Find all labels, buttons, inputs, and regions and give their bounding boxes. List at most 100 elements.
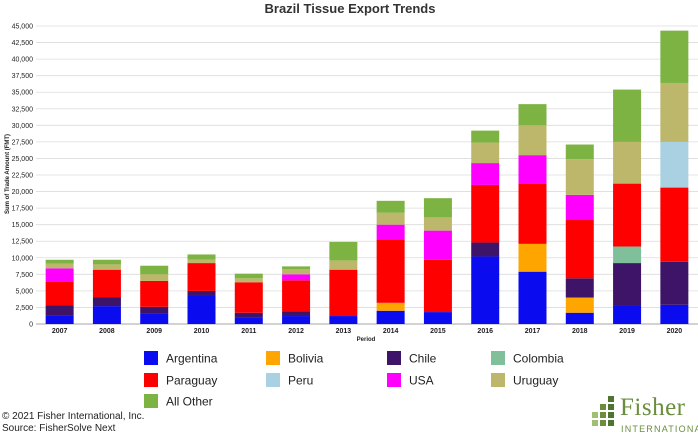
x-tick-label: 2012 [288,328,304,335]
bar-segment-argentina [282,316,311,324]
y-tick-label: 30,000 [12,123,34,130]
bar-segment-argentina [140,313,169,324]
legend-label: Bolivia [288,352,324,366]
bar-segment-all-other [140,265,169,275]
legend: Argentina Bolivia Chile Colombia Paraguay Per… [144,351,564,409]
y-tick-label: 35,000 [12,90,34,97]
legend-swatch [144,394,158,408]
bar-segment-all-other [471,130,500,143]
bar-segment-paraguay [518,183,547,244]
bar-segment-all-other [423,198,452,218]
logo-mark-icon [592,396,614,426]
bar-segment-paraguay [282,280,311,312]
bar-segment-argentina [471,256,500,324]
bar-segment-all-other [187,254,216,260]
bar-segment-chile [187,290,216,296]
bar-segment-paraguay [565,220,594,279]
bar-segment-all-other [92,259,121,265]
legend-label: Peru [288,374,313,388]
x-ticks: 2007 2008 2009 2010 2011 2012 2013 2014 2015 2016… [52,328,682,335]
bar-segment-chile [565,278,594,298]
bar-segment-all-other [518,104,547,126]
bar-segment-argentina [329,316,358,324]
x-tick-label: 2018 [572,328,588,335]
bar-segment-paraguay [423,259,452,313]
y-tick-label: 45,000 [12,24,34,31]
bar-segment-uruguay [282,269,311,275]
x-tick-label: 2014 [383,328,399,335]
y-tick-label: 0 [29,322,33,329]
bar-segment-all-other [376,200,405,213]
bar-segment-usa [518,155,547,184]
bar-segment-chile [234,312,263,318]
bar-segment-argentina [187,295,216,324]
bar-segment-peru [660,141,689,188]
y-tick-label: 7,500 [15,272,33,279]
legend-label: All Other [166,395,213,409]
bar-segment-uruguay [471,142,500,164]
bar-segment-all-other [329,241,358,261]
bar-segment-chile [45,305,74,316]
bar-segment-all-other [613,89,642,142]
legend-swatch [491,351,505,365]
legend-swatch [491,373,505,387]
x-tick-label: 2019 [619,328,635,335]
bar-segment-paraguay [471,184,500,243]
bar-segment-uruguay [187,259,216,264]
legend-label: Paraguay [166,374,217,388]
bars [45,30,689,324]
bar-segment-argentina [92,306,121,324]
logo-subtitle: INTERNATIONAL [621,424,698,434]
y-tick-label: 5,000 [15,288,33,295]
y-tick-label: 15,000 [12,222,34,229]
bar-segment-uruguay [376,212,405,225]
bar-segment-bolivia [565,297,594,313]
y-tick-label: 20,000 [12,189,34,196]
x-tick-label: 2010 [194,328,210,335]
x-tick-label: 2008 [99,328,115,335]
logo-name: Fisher [620,394,686,421]
bar-segment-uruguay [613,141,642,184]
bar-segment-bolivia [518,243,547,272]
y-axis-label: Sum of Trade Amount (FMT) [5,134,11,214]
bar-segment-all-other [660,30,689,83]
bar-segment-uruguay [423,217,452,231]
legend-swatch [387,373,401,387]
legend-swatch [144,373,158,387]
bar-segment-uruguay [518,125,547,156]
bar-segment-paraguay [660,187,689,262]
bar-segment-chile [613,263,642,306]
bar-segment-all-other [45,259,74,264]
bar-segment-usa [45,268,74,282]
bar-segment-argentina [234,317,263,324]
y-tick-label: 40,000 [12,57,34,64]
bar-segment-paraguay [187,263,216,291]
bar-segment-usa [376,224,405,240]
legend-swatch [266,351,280,365]
legend-swatch [266,373,280,387]
x-tick-label: 2007 [52,328,68,335]
bar-segment-paraguay [234,282,263,313]
legend-label: Argentina [166,352,218,366]
source-text: Source: FisherSolve Next [2,423,116,434]
y-tick-label: 12,500 [12,239,34,246]
y-ticks: 0 2,500 5,000 7,500 10,000 12,500 15,000 17,500… [12,24,34,329]
y-tick-label: 37,500 [12,73,34,80]
x-tick-label: 2011 [241,328,256,335]
legend-label: Colombia [513,352,564,366]
bar-segment-usa [282,274,311,281]
bar-segment-chile [282,311,311,317]
bar-segment-argentina [423,312,452,324]
bar-segment-chile [471,242,500,257]
bar-segment-colombia [613,246,642,264]
x-tick-label: 2009 [146,328,162,335]
bar-segment-uruguay [660,82,689,142]
bar-segment-uruguay [329,260,358,270]
y-tick-label: 17,500 [12,206,34,213]
x-tick-label: 2016 [477,328,493,335]
bar-segment-all-other [282,266,311,270]
chart-title: Brazil Tissue Export Trends [265,1,436,16]
gridlines [36,25,698,325]
bar-segment-paraguay [329,269,358,317]
